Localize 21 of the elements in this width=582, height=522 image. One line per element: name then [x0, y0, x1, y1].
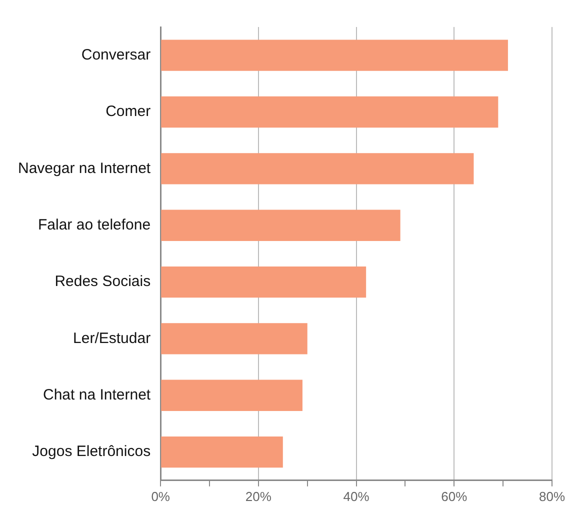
- x-tick-label: 0%: [151, 488, 170, 504]
- y-tick-label: Ler/Estudar: [73, 330, 151, 347]
- bar: [161, 210, 400, 241]
- bar: [161, 323, 308, 354]
- bar: [161, 266, 366, 298]
- y-tick-label: Chat na Internet: [43, 386, 152, 404]
- y-tick-label: Falar ao telefone: [38, 216, 151, 234]
- y-tick-label: Redes Sociais: [54, 273, 151, 290]
- x-tick-label: 40%: [343, 488, 370, 504]
- x-tick-label: 60%: [441, 488, 468, 504]
- bar: [161, 380, 302, 411]
- bar: [161, 40, 508, 71]
- bar: [161, 153, 474, 184]
- y-tick-label: Jogos Eletrônicos: [32, 443, 151, 460]
- bar: [161, 96, 498, 128]
- x-tick-label: 20%: [245, 488, 272, 504]
- bar: [161, 436, 283, 468]
- y-tick-label: Navegar na Internet: [18, 160, 152, 177]
- y-tick-label: Comer: [106, 103, 151, 120]
- x-tick-label: 80%: [538, 488, 566, 504]
- y-tick-label: Conversar: [81, 46, 151, 64]
